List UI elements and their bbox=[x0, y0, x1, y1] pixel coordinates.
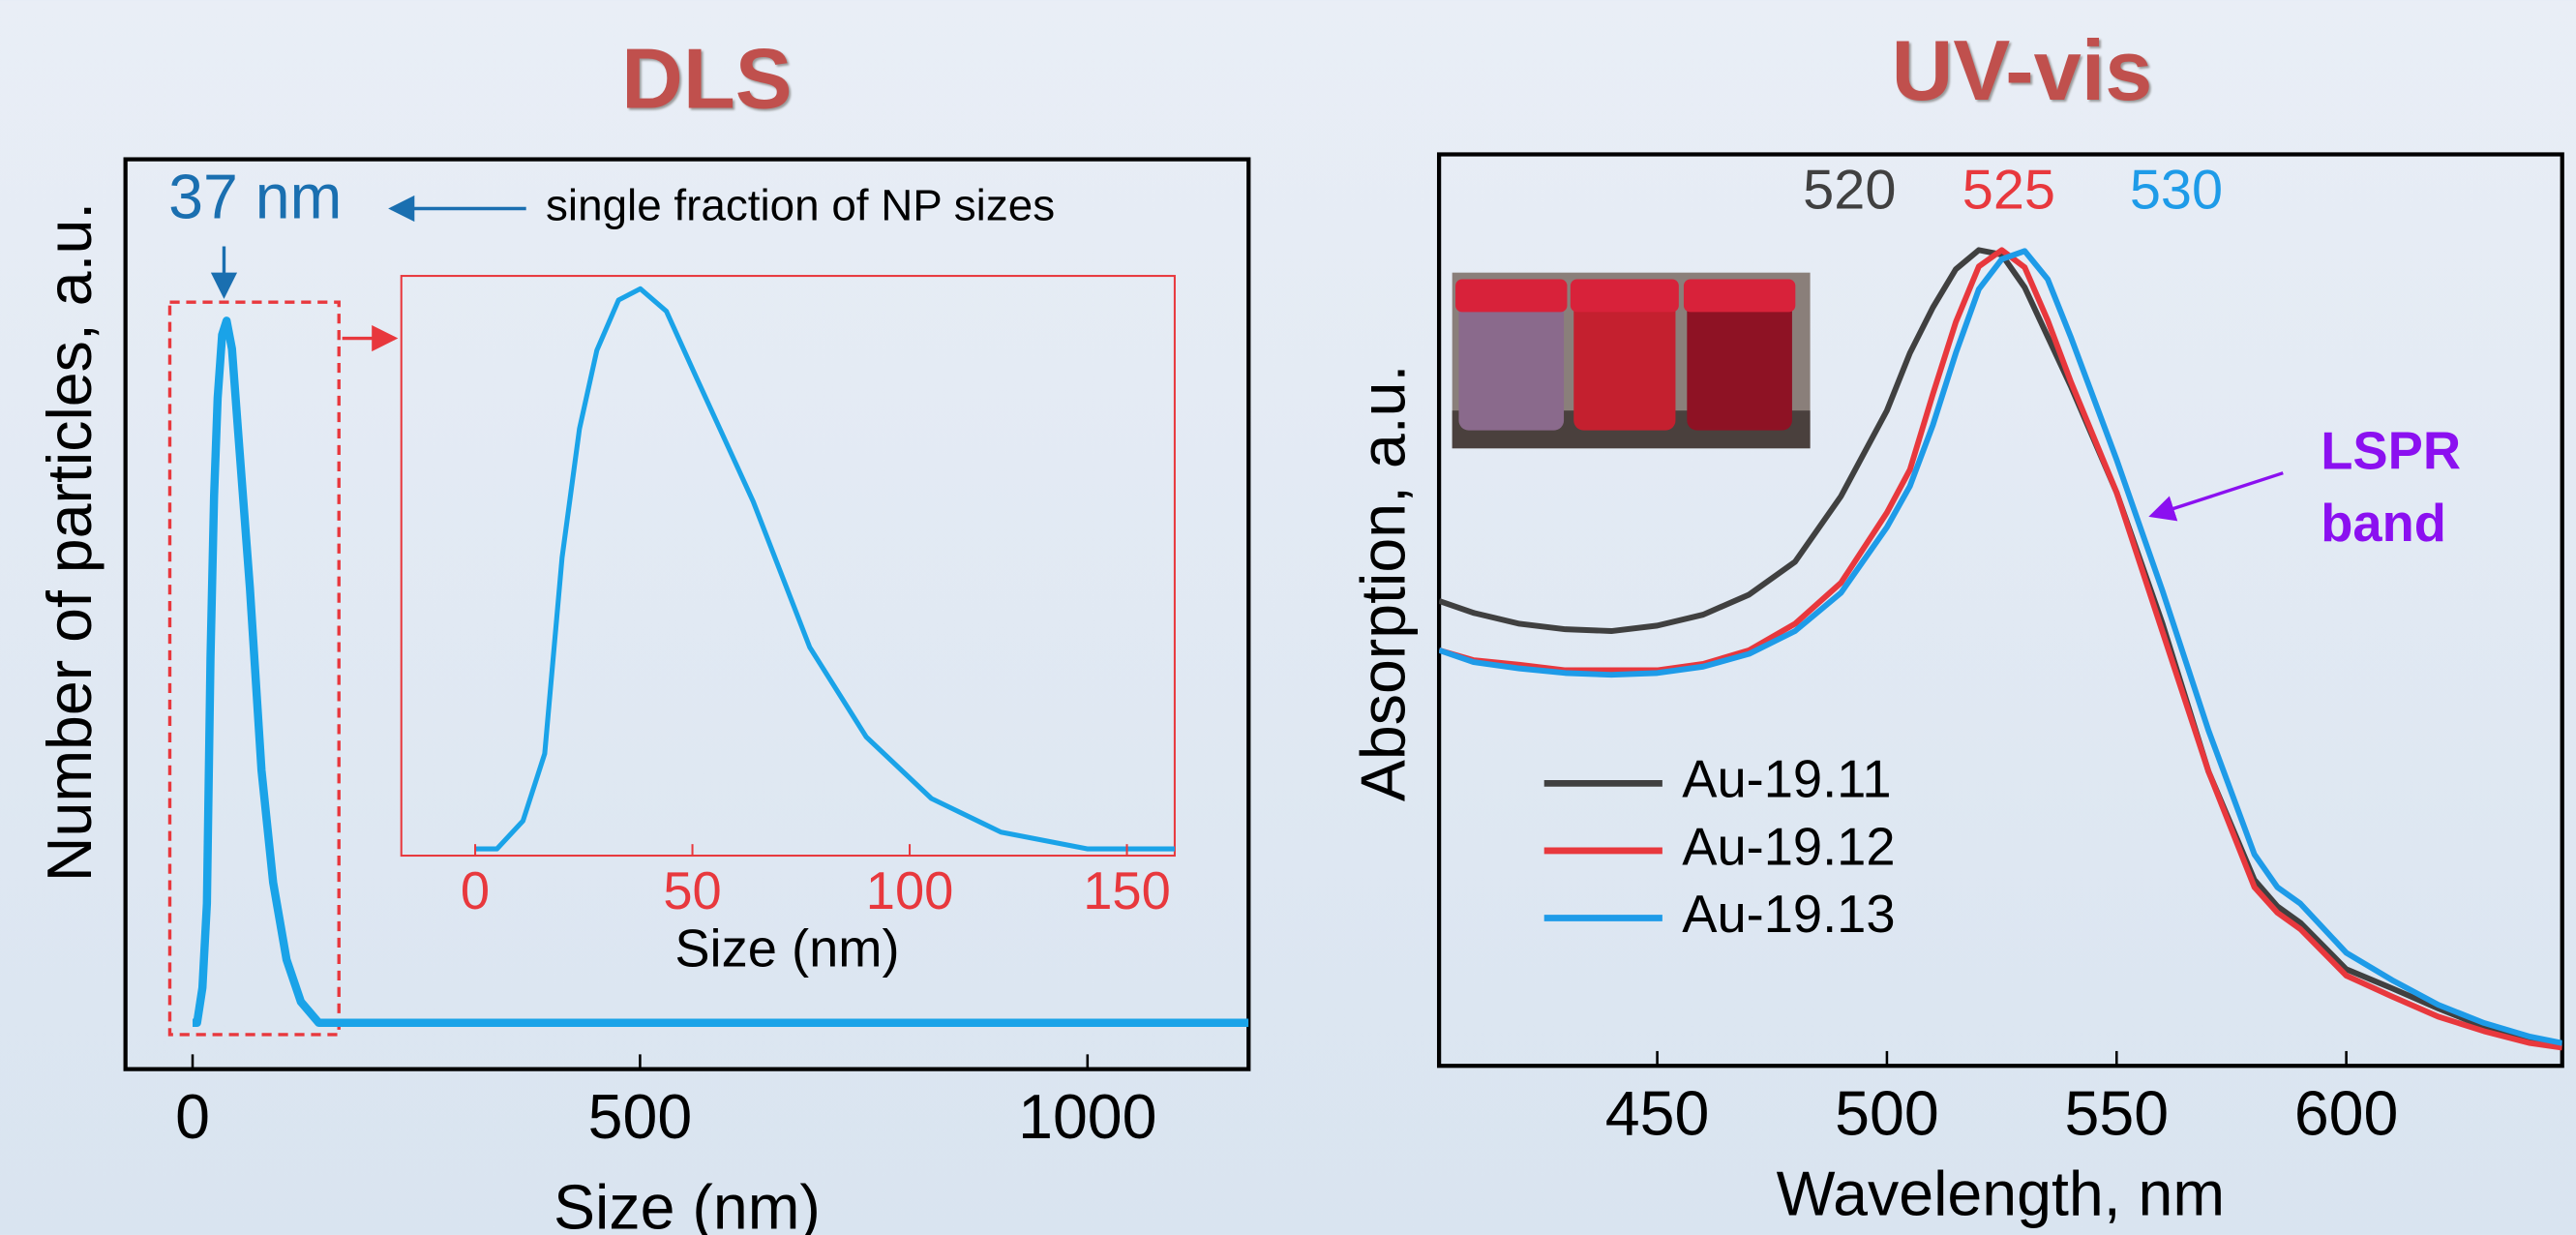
y-axis-label: Absorption, a.u. bbox=[1349, 365, 1419, 802]
inset-x-tick-label: 0 bbox=[461, 861, 490, 920]
inset-x-label: Size (nm) bbox=[674, 919, 899, 978]
x-tick-label: 500 bbox=[1835, 1079, 1939, 1149]
peak-label: 520 bbox=[1803, 159, 1896, 221]
annotation: band bbox=[2321, 494, 2446, 553]
x-tick-label: 450 bbox=[1605, 1079, 1710, 1149]
inset-x-tick-label: 150 bbox=[1083, 861, 1171, 920]
x-tick-label: 1000 bbox=[1018, 1082, 1156, 1152]
inset-x-tick-label: 100 bbox=[866, 861, 954, 920]
figure: DLS 37 nm single fraction of NP sizes Nu… bbox=[0, 0, 2576, 1235]
photo bbox=[1453, 273, 1811, 449]
x-tick-label: 500 bbox=[588, 1082, 693, 1152]
note: single fraction of NP sizes bbox=[546, 181, 1055, 230]
chart-title: DLS bbox=[621, 31, 792, 127]
annotation-arrow bbox=[2152, 473, 2284, 516]
legend-label: Au-19.11 bbox=[1682, 750, 1891, 809]
peak-label: 530 bbox=[2130, 159, 2223, 221]
peak-label: 525 bbox=[1962, 159, 2055, 221]
inset-x-tick-label: 50 bbox=[663, 861, 721, 920]
x-tick-label: 550 bbox=[2064, 1079, 2169, 1149]
inset-frame bbox=[402, 276, 1175, 856]
x-tick-label: 0 bbox=[175, 1082, 210, 1152]
peak-annotation: 37 nm bbox=[168, 163, 342, 232]
legend-label: Au-19.13 bbox=[1682, 885, 1895, 944]
x-tick-label: 600 bbox=[2294, 1079, 2399, 1149]
x-axis-label: Wavelength, nm bbox=[1777, 1160, 2225, 1229]
x-axis-label: Size (nm) bbox=[554, 1172, 821, 1235]
legend-label: Au-19.12 bbox=[1682, 817, 1895, 876]
chart-title: UV-vis bbox=[1892, 22, 2153, 118]
y-axis-label: Number of particles, a.u. bbox=[35, 202, 105, 882]
annotation: LSPR bbox=[2321, 421, 2461, 480]
